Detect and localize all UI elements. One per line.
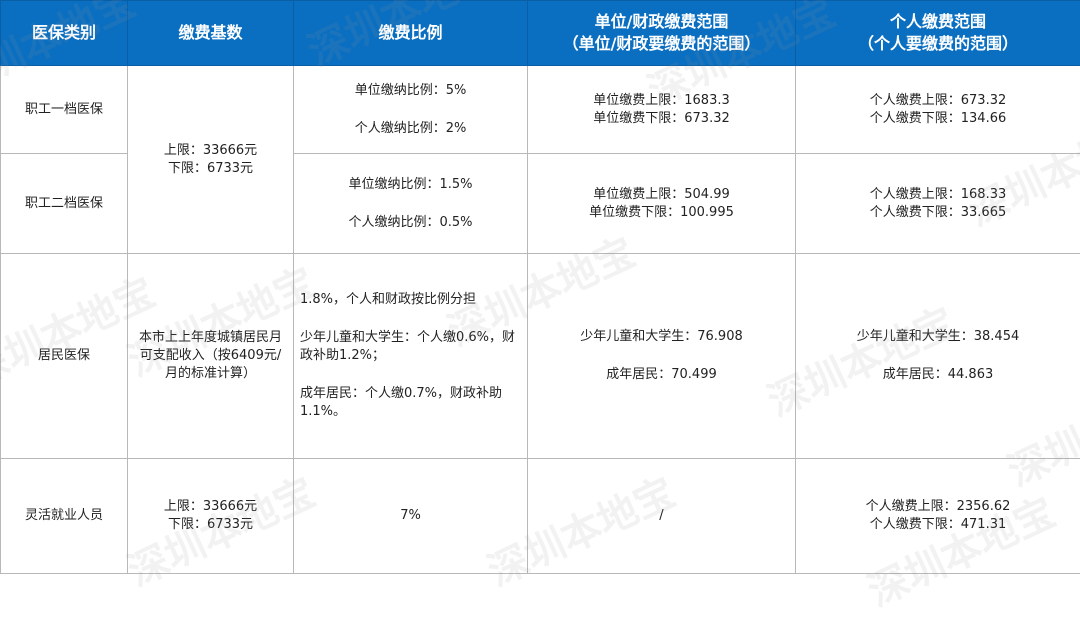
header-person-range-title: 个人缴费范围 xyxy=(802,11,1074,33)
medical-insurance-table: 医保类别 缴费基数 缴费比例 单位/财政缴费范围（单位/财政要缴费的范围） 个人… xyxy=(0,0,1080,574)
person-students: 少年儿童和大学生：38.454 xyxy=(802,328,1074,346)
unit-upper: 单位缴费上限：504.99 xyxy=(534,186,789,204)
ratio-person: 个人缴纳比例：2% xyxy=(300,120,521,138)
unit-upper: 单位缴费上限：1683.3 xyxy=(534,92,789,110)
header-ratio: 缴费比例 xyxy=(294,1,528,66)
ratio-person: 个人缴纳比例：0.5% xyxy=(300,214,521,232)
ratio-cell: 单位缴纳比例：1.5% 个人缴纳比例：0.5% xyxy=(294,154,528,254)
table-row: 职工一档医保 上限：33666元下限：6733元 单位缴纳比例：5%个人缴纳比例… xyxy=(1,66,1080,154)
unit-students: 少年儿童和大学生：76.908 xyxy=(534,328,789,346)
ratio-total: 1.8%，个人和财政按比例分担 xyxy=(300,291,521,309)
header-person-range-sub: （个人要缴费的范围） xyxy=(802,33,1074,55)
unit-range-cell: / xyxy=(528,459,796,574)
category-cell: 灵活就业人员 xyxy=(1,459,128,574)
unit-lower: 单位缴费下限：100.995 xyxy=(534,204,789,222)
base-cell: 本市上上年度城镇居民月可支配收入（按6409元/月的标准计算） xyxy=(128,254,294,459)
person-upper: 个人缴费上限：168.33 xyxy=(802,186,1074,204)
unit-adults: 成年居民：70.499 xyxy=(534,366,789,384)
base-lower: 下限：6733元 xyxy=(134,160,287,178)
person-lower: 个人缴费下限：471.31 xyxy=(802,516,1074,534)
header-base: 缴费基数 xyxy=(128,1,294,66)
table-row: 居民医保 本市上上年度城镇居民月可支配收入（按6409元/月的标准计算） 1.8… xyxy=(1,254,1080,459)
header-category: 医保类别 xyxy=(1,1,128,66)
ratio-unit: 单位缴纳比例：5% xyxy=(300,82,521,100)
person-upper: 个人缴费上限：673.32 xyxy=(802,92,1074,110)
header-unit-range-sub: （单位/财政要缴费的范围） xyxy=(534,33,789,55)
person-adults: 成年居民：44.863 xyxy=(802,366,1074,384)
unit-range-cell: 少年儿童和大学生：76.908 成年居民：70.499 xyxy=(528,254,796,459)
ratio-unit: 单位缴纳比例：1.5% xyxy=(300,176,521,194)
person-range-cell: 少年儿童和大学生：38.454 成年居民：44.863 xyxy=(796,254,1080,459)
base-cell: 上限：33666元下限：6733元 xyxy=(128,459,294,574)
person-lower: 个人缴费下限：33.665 xyxy=(802,204,1074,222)
unit-lower: 单位缴费下限：673.32 xyxy=(534,110,789,128)
person-lower: 个人缴费下限：134.66 xyxy=(802,110,1074,128)
base-lower: 下限：6733元 xyxy=(134,516,287,534)
header-person-range: 个人缴费范围（个人要缴费的范围） xyxy=(796,1,1080,66)
ratio-adults: 成年居民：个人缴0.7%，财政补助1.1%。 xyxy=(300,385,521,421)
header-row: 医保类别 缴费基数 缴费比例 单位/财政缴费范围（单位/财政要缴费的范围） 个人… xyxy=(1,1,1080,66)
category-cell: 职工一档医保 xyxy=(1,66,128,154)
ratio-cell: 单位缴纳比例：5% 个人缴纳比例：2% xyxy=(294,66,528,154)
header-unit-range: 单位/财政缴费范围（单位/财政要缴费的范围） xyxy=(528,1,796,66)
base-upper: 上限：33666元 xyxy=(134,142,287,160)
ratio-students: 少年儿童和大学生：个人缴0.6%，财政补助1.2%； xyxy=(300,329,521,365)
base-cell: 上限：33666元下限：6733元 xyxy=(128,66,294,254)
table-row: 灵活就业人员 上限：33666元下限：6733元 7% / 个人缴费上限：235… xyxy=(1,459,1080,574)
header-unit-range-title: 单位/财政缴费范围 xyxy=(534,11,789,33)
ratio-cell: 1.8%，个人和财政按比例分担少年儿童和大学生：个人缴0.6%，财政补助1.2%… xyxy=(294,254,528,459)
base-upper: 上限：33666元 xyxy=(134,498,287,516)
person-upper: 个人缴费上限：2356.62 xyxy=(802,498,1074,516)
category-cell: 职工二档医保 xyxy=(1,154,128,254)
ratio-cell: 7% xyxy=(294,459,528,574)
category-cell: 居民医保 xyxy=(1,254,128,459)
